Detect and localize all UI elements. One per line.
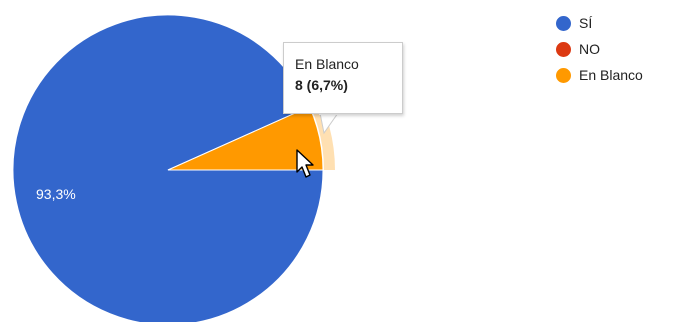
legend-swatch-si	[556, 15, 571, 31]
legend-item-no[interactable]: NO	[556, 36, 643, 62]
pie-slice-label-si: 93,3%	[36, 186, 76, 202]
legend-item-si[interactable]: SÍ	[556, 10, 643, 36]
arrow-cursor-icon	[296, 149, 314, 178]
tooltip-pointer	[319, 113, 339, 135]
legend: SÍ NO En Blanco	[556, 10, 643, 88]
legend-item-en-blanco[interactable]: En Blanco	[556, 62, 643, 88]
legend-swatch-en-blanco	[556, 67, 571, 83]
legend-label-en-blanco: En Blanco	[579, 67, 643, 83]
legend-label-si: SÍ	[579, 15, 593, 31]
tooltip-value: 8 (6,7%)	[295, 77, 348, 93]
pie-slice-si[interactable]	[12, 14, 324, 322]
tooltip: En Blanco 8 (6,7%)	[283, 42, 403, 114]
pie-slice-halo-en-blanco	[310, 101, 335, 170]
tooltip-title: En Blanco	[295, 56, 359, 72]
pie-labels: 93,3%	[36, 186, 76, 202]
legend-swatch-no	[556, 41, 571, 57]
legend-label-no: NO	[579, 41, 600, 57]
